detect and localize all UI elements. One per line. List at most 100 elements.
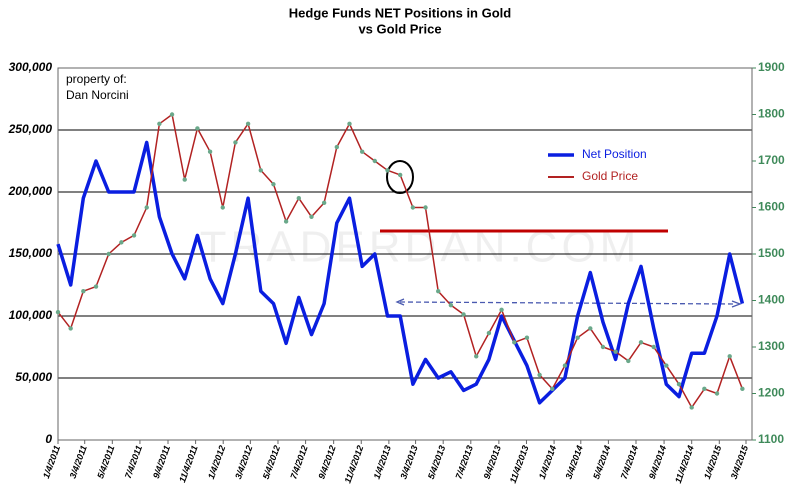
y2-tick-label: 1600 — [758, 200, 785, 214]
point — [321, 200, 327, 206]
point — [245, 121, 251, 127]
point — [157, 121, 162, 127]
x-tick-label: 7/4/2014 — [619, 444, 640, 480]
y-tick-label: 200,000 — [8, 184, 53, 198]
point — [423, 205, 428, 210]
highlight-circle — [386, 160, 414, 194]
x-tick-label: 3/4/2011 — [68, 444, 89, 480]
legend-label: Net Position — [582, 147, 647, 161]
y2-tick-label: 1100 — [758, 432, 784, 446]
point — [512, 340, 517, 345]
annotation: Dan Norcini — [66, 88, 129, 102]
x-tick-label: 11/4/2012 — [343, 444, 366, 484]
y-tick-label: 50,000 — [15, 370, 52, 384]
x-tick-label: 9/4/2011 — [151, 444, 172, 480]
x-tick-label: 9/4/2014 — [647, 444, 668, 480]
y2-tick-label: 1300 — [758, 339, 785, 353]
point — [588, 326, 593, 331]
point — [727, 354, 732, 359]
point — [144, 205, 149, 210]
series-line — [56, 140, 745, 405]
point — [651, 344, 656, 350]
x-tick-label: 9/4/2013 — [482, 444, 503, 480]
y2-tick-label: 1900 — [758, 60, 785, 74]
x-tick-label: 1/4/2015 — [702, 443, 724, 480]
point — [359, 149, 365, 154]
y2-tick-label: 1500 — [758, 246, 785, 260]
point — [689, 405, 694, 410]
x-tick-label: 5/4/2011 — [95, 444, 116, 480]
x-tick-label: 7/4/2011 — [123, 444, 144, 480]
x-tick-label: 5/4/2014 — [591, 444, 612, 480]
point — [676, 382, 682, 387]
point — [55, 309, 61, 315]
x-tick-label: 1/4/2014 — [537, 444, 558, 480]
arrow-heads — [395, 298, 742, 308]
x-tick-label: 5/4/2012 — [261, 444, 282, 480]
point — [702, 386, 707, 392]
point — [714, 391, 720, 396]
point — [486, 330, 492, 336]
x-tick-label: 3/4/2014 — [564, 444, 585, 480]
dashed-arrow — [399, 301, 737, 305]
y2-tick-label: 1700 — [758, 153, 785, 167]
point — [448, 302, 454, 308]
point — [550, 386, 555, 392]
point — [309, 214, 314, 219]
x-tick-label: 9/4/2012 — [316, 444, 337, 480]
point — [93, 284, 99, 289]
y2-tick-label: 1800 — [758, 107, 785, 121]
point — [296, 196, 301, 201]
x-tick-label: 5/4/2013 — [426, 444, 447, 480]
plot-border — [57, 67, 753, 441]
legend-label: Gold Price — [582, 169, 638, 183]
point — [600, 344, 606, 350]
chart-title: Hedge Funds NET Positions in Gold — [289, 5, 512, 20]
point — [474, 354, 479, 359]
x-tick-label: 1/4/2012 — [206, 444, 227, 480]
y2-tick-label: 1200 — [758, 386, 785, 400]
point — [68, 326, 73, 331]
point — [397, 172, 403, 178]
x-tick-label: 3/4/2012 — [233, 444, 254, 480]
y-tick-label: 250,000 — [8, 122, 53, 136]
point — [169, 112, 175, 117]
point — [220, 205, 225, 210]
point — [233, 140, 238, 145]
annotation: property of: — [66, 72, 127, 86]
point — [664, 363, 669, 368]
point — [347, 121, 352, 127]
point — [207, 149, 213, 154]
point — [575, 335, 580, 340]
point — [626, 358, 631, 364]
point — [524, 335, 530, 340]
x-tick-label: 7/4/2013 — [454, 444, 475, 480]
x-tick-label: 1/4/2011 — [41, 444, 62, 480]
point — [106, 251, 111, 257]
y-tick-label: 100,000 — [9, 308, 53, 322]
point — [562, 363, 568, 368]
x-tick-label: 1/4/2013 — [372, 444, 393, 480]
x-tick-label: 11/4/2013 — [508, 444, 531, 484]
y2-tick-label: 1400 — [758, 293, 785, 307]
point — [81, 289, 86, 294]
point — [131, 233, 137, 238]
point — [372, 158, 378, 164]
point — [537, 372, 542, 378]
x-tick-label: 7/4/2012 — [288, 444, 309, 480]
x-tick-label: 11/4/2011 — [177, 444, 200, 484]
point — [436, 289, 441, 294]
point — [195, 126, 200, 131]
point — [638, 340, 644, 345]
point — [334, 144, 340, 150]
point — [271, 182, 276, 187]
point — [410, 205, 416, 210]
point — [385, 168, 390, 173]
point — [283, 219, 289, 224]
y-tick-label: 0 — [45, 432, 52, 446]
point — [258, 168, 263, 173]
x-tick-label: 3/4/2013 — [398, 444, 419, 480]
point — [119, 240, 124, 245]
chart-title: vs Gold Price — [358, 21, 441, 36]
